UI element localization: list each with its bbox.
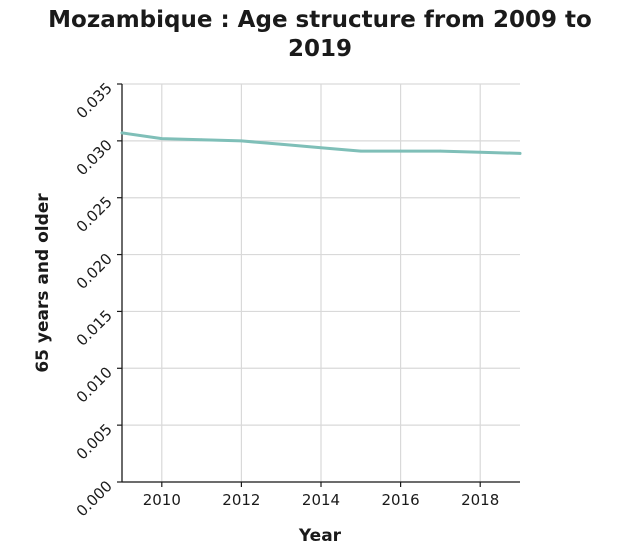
x-tick-label: 2012 <box>222 491 260 509</box>
y-tick-label: 0.005 <box>73 420 116 463</box>
y-axis-ticks: 0.000 0.005 0.010 0.015 0.020 0.025 0.030 0.035 <box>73 79 122 520</box>
chart-title: Mozambique : Age structure from 2009 to … <box>0 6 640 64</box>
x-tick-label: 2018 <box>461 491 499 509</box>
data-point <box>200 138 203 142</box>
data-point <box>359 149 363 153</box>
y-tick-label: 0.015 <box>73 307 116 350</box>
data-point <box>120 131 124 135</box>
chart-title-line-1: Mozambique : Age structure from 2009 to <box>48 7 592 33</box>
y-tick-label: 0.020 <box>73 250 116 293</box>
chart-title-line-2: 2019 <box>287 36 352 62</box>
x-tick-label: 2014 <box>302 491 340 509</box>
grid <box>122 83 520 483</box>
data-point <box>240 139 243 143</box>
x-axis-ticks: 2010 2012 2014 2016 2018 <box>143 482 499 509</box>
data-point <box>160 137 164 140</box>
y-tick-label: 0.025 <box>73 193 116 236</box>
data-point <box>319 146 323 149</box>
x-tick-label: 2016 <box>382 491 420 509</box>
data-point <box>399 149 402 153</box>
x-axis-label: Year <box>298 526 342 546</box>
series-group <box>120 131 522 155</box>
y-tick-label: 0.030 <box>73 136 116 179</box>
y-tick-label: 0.010 <box>73 363 116 406</box>
data-point <box>478 150 482 154</box>
x-tick-label: 2010 <box>143 491 181 509</box>
y-axis-label: 65 years and older <box>33 193 53 373</box>
y-tick-label: 0.035 <box>73 79 116 122</box>
data-point <box>439 149 442 153</box>
data-point <box>279 142 283 146</box>
data-point <box>518 152 522 155</box>
y-tick-label: 0.000 <box>73 477 116 520</box>
